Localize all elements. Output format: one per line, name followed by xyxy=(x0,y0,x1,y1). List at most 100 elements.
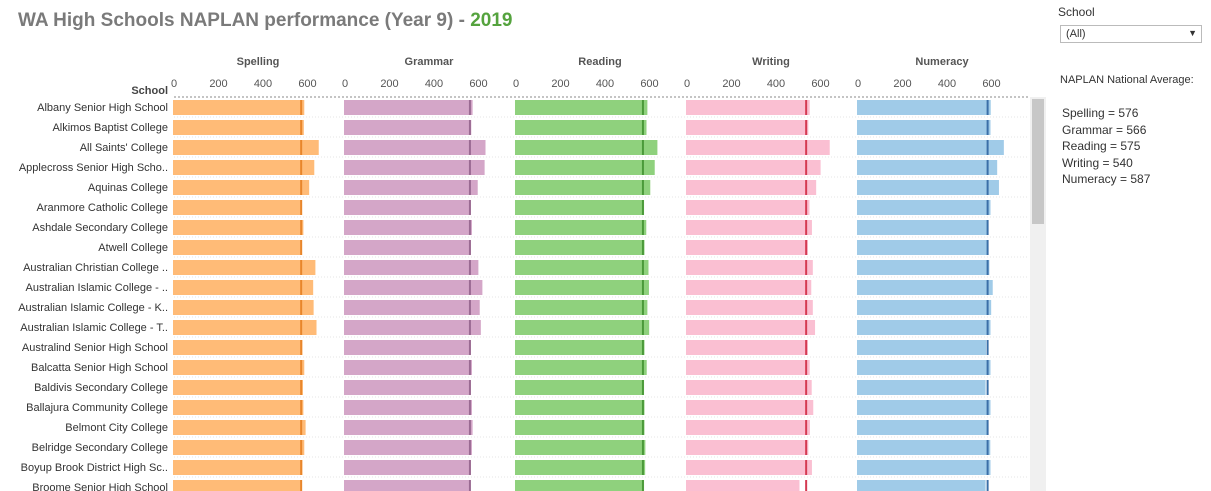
panel-title-reading: Reading xyxy=(578,56,621,68)
school-label: Baldivis Secondary College xyxy=(34,382,168,394)
axis-tick-label: 200 xyxy=(893,78,911,90)
bar-numeracy xyxy=(857,300,992,315)
bar-writing xyxy=(686,320,816,335)
bar-writing xyxy=(686,120,809,135)
bar-reading xyxy=(515,440,646,455)
bar-spelling xyxy=(173,120,304,135)
school-label: Australian Islamic College - T.. xyxy=(20,322,168,334)
average-grammar: Grammar = 566 xyxy=(1062,122,1147,137)
bar-spelling xyxy=(173,340,303,355)
naplan-chart: School Albany Senior High School Alkimos B… xyxy=(18,56,1028,491)
bar-numeracy xyxy=(857,340,987,355)
school-label: Australian Islamic College - K.. xyxy=(18,302,168,314)
axis-tick-label: 0 xyxy=(855,78,861,90)
bar-spelling xyxy=(173,180,310,195)
axis-tick-label: 400 xyxy=(425,78,443,90)
school-label: Aranmore Catholic College xyxy=(37,202,168,214)
bar-spelling xyxy=(173,380,303,395)
bar-reading xyxy=(515,280,649,295)
bar-grammar xyxy=(344,380,471,395)
axis-tick-label: 400 xyxy=(938,78,956,90)
school-label: Belmont City College xyxy=(65,422,168,434)
bar-reading xyxy=(515,140,658,155)
bar-grammar xyxy=(344,360,472,375)
bar-writing xyxy=(686,340,808,355)
panel-title-spelling: Spelling xyxy=(237,56,280,68)
axis-tick-label: 600 xyxy=(982,78,1000,90)
bar-grammar xyxy=(344,200,471,215)
school-label: Ballajura Community College xyxy=(26,402,168,414)
scrollbar-thumb[interactable] xyxy=(1032,99,1044,224)
bar-writing xyxy=(686,240,808,255)
school-label: All Saints' College xyxy=(80,142,168,154)
bar-grammar xyxy=(344,320,481,335)
triangle-down-icon[interactable]: ▼ xyxy=(1188,28,1197,38)
bar-reading xyxy=(515,200,645,215)
title-main: WA High Schools NAPLAN performance (Year… xyxy=(18,10,454,31)
bar-writing xyxy=(686,400,814,415)
bar-spelling xyxy=(173,200,303,215)
axis-tick-label: 0 xyxy=(342,78,348,90)
bar-writing xyxy=(686,100,810,115)
bar-reading xyxy=(515,300,648,315)
school-filter-value: (All) xyxy=(1066,28,1086,40)
bar-numeracy xyxy=(857,480,986,491)
bar-spelling xyxy=(173,460,303,475)
bar-grammar xyxy=(344,140,486,155)
school-filter-label: School xyxy=(1058,5,1095,19)
school-label: Belridge Secondary College xyxy=(32,442,168,454)
chart-scrollbar[interactable] xyxy=(1030,97,1046,491)
bar-grammar xyxy=(344,220,472,235)
bar-spelling xyxy=(173,440,305,455)
bar-reading xyxy=(515,480,645,491)
axis-tick-label: 600 xyxy=(640,78,658,90)
bar-grammar xyxy=(344,480,471,491)
bar-grammar xyxy=(344,280,483,295)
bar-reading xyxy=(515,120,647,135)
bar-spelling xyxy=(173,160,315,175)
bar-spelling xyxy=(173,420,306,435)
school-label: Australind Senior High School xyxy=(22,342,168,354)
bar-spelling xyxy=(173,480,302,491)
bar-grammar xyxy=(344,260,479,275)
axis-tick-label: 600 xyxy=(469,78,487,90)
bar-writing xyxy=(686,220,812,235)
school-label: Aquinas College xyxy=(88,182,168,194)
bar-numeracy xyxy=(857,440,991,455)
bar-numeracy xyxy=(857,120,991,135)
bar-reading xyxy=(515,160,655,175)
bar-grammar xyxy=(344,460,471,475)
bar-spelling xyxy=(173,320,317,335)
bar-numeracy xyxy=(857,140,1004,155)
panel-title-numeracy: Numeracy xyxy=(915,56,969,68)
bar-grammar xyxy=(344,240,471,255)
average-numeracy: Numeracy = 587 xyxy=(1062,172,1151,186)
bar-spelling xyxy=(173,360,305,375)
bar-grammar xyxy=(344,160,485,175)
axis-tick-label: 600 xyxy=(298,78,316,90)
bar-writing xyxy=(686,280,812,295)
title-separator: - xyxy=(453,10,471,31)
axis-tick-label: 200 xyxy=(551,78,569,90)
average-writing: Writing = 540 xyxy=(1062,155,1133,170)
bar-spelling xyxy=(173,140,319,155)
bar-reading xyxy=(515,260,649,275)
national-average-title: NAPLAN National Average: xyxy=(1060,74,1194,86)
school-filter-dropdown[interactable]: (All) ▼ xyxy=(1060,25,1202,43)
school-label: Albany Senior High School xyxy=(37,102,168,114)
bar-writing xyxy=(686,180,817,195)
bar-numeracy xyxy=(857,180,999,195)
bar-spelling xyxy=(173,280,314,295)
bar-writing xyxy=(686,360,810,375)
bar-reading xyxy=(515,460,646,475)
bar-reading xyxy=(515,220,647,235)
average-spelling: Spelling = 576 xyxy=(1062,106,1139,120)
bar-writing xyxy=(686,440,809,455)
bar-numeracy xyxy=(857,400,991,415)
axis-tick-label: 0 xyxy=(513,78,519,90)
panel-title-grammar: Grammar xyxy=(405,56,455,68)
bar-numeracy xyxy=(857,460,991,475)
school-label: Atwell College xyxy=(98,242,168,254)
bar-numeracy xyxy=(857,280,993,295)
bar-reading xyxy=(515,340,645,355)
